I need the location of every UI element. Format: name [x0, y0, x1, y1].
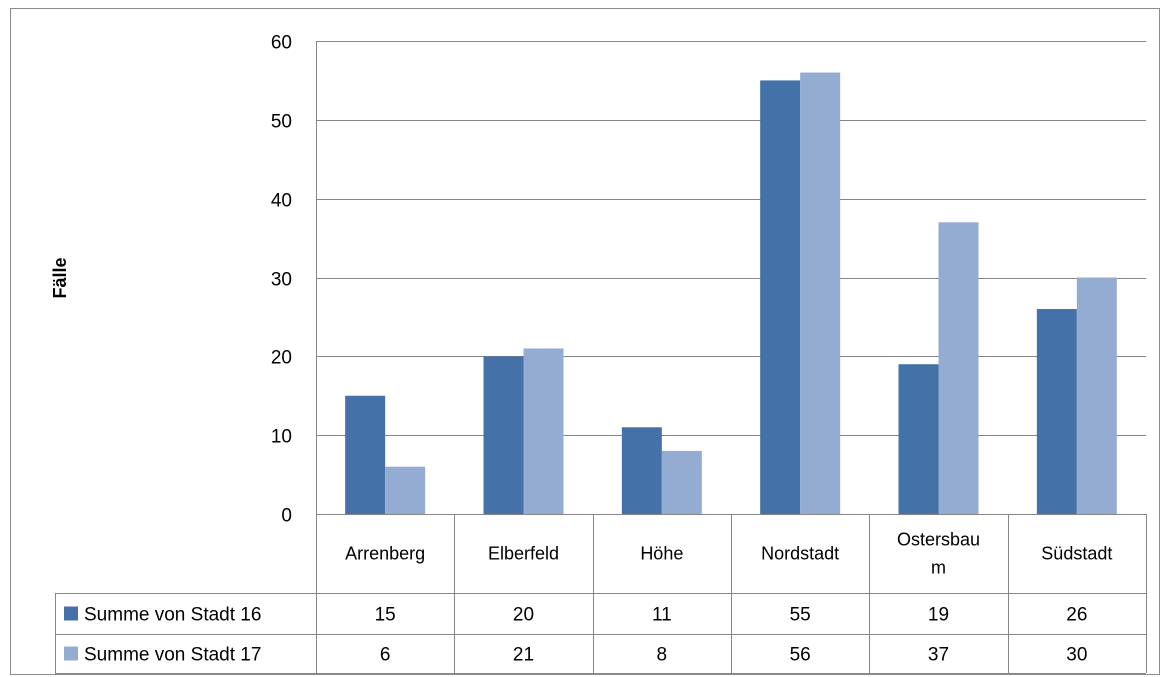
y-tick-label: 10	[271, 427, 292, 448]
y-tick-label: 30	[271, 270, 292, 291]
table-cell-value: 26	[1066, 605, 1087, 626]
bar	[1076, 277, 1117, 514]
bar	[938, 222, 979, 515]
bar	[760, 80, 801, 515]
y-tick-label: 40	[271, 191, 292, 212]
table-cell-value: 8	[657, 645, 668, 666]
bar	[523, 348, 564, 514]
y-axis-label: Fälle	[50, 257, 70, 298]
table-cell-value: 20	[513, 605, 534, 626]
table-cell-value: 15	[375, 605, 396, 626]
category-label: Nordstadt	[761, 544, 839, 564]
table-cell-value: 55	[790, 605, 811, 626]
y-axis: 0 10 20 30 40 50 60	[271, 33, 317, 527]
y-tick-label: 0	[281, 506, 292, 527]
table-cell-value: 19	[928, 605, 949, 626]
legend-label: Summe von Stadt 17	[84, 645, 261, 666]
bar	[621, 427, 662, 514]
bar	[345, 395, 386, 514]
gridlines	[316, 41, 1146, 515]
table-cell-value: 30	[1066, 645, 1087, 666]
bar	[661, 450, 702, 514]
chart-border	[10, 8, 1160, 675]
legend-swatch	[64, 646, 78, 661]
y-tick-label: 60	[271, 33, 292, 54]
category-label: Arrenberg	[345, 544, 425, 564]
table-cell-value: 56	[790, 645, 811, 666]
bar	[385, 466, 426, 514]
y-tick-label: 20	[271, 348, 292, 369]
bar	[800, 72, 841, 515]
table-cell-value: 6	[380, 645, 391, 666]
table-cell-value: 37	[928, 645, 949, 666]
y-tick-label: 50	[271, 112, 292, 133]
data-table: Arrenberg Elberfeld Höhe Nordstadt Ostersbau…	[55, 514, 1147, 674]
category-label: Ostersbau m	[897, 530, 980, 578]
category-label: Südstadt	[1041, 544, 1112, 564]
table-cell-value: 21	[513, 645, 534, 666]
legend-swatch	[64, 606, 78, 621]
category-label: Elberfeld	[488, 544, 559, 564]
legend-label: Summe von Stadt 16	[84, 605, 261, 626]
table-cell-value: 11	[652, 605, 672, 626]
category-label: Höhe	[640, 544, 683, 564]
bars	[345, 72, 1117, 515]
bar	[898, 364, 939, 514]
bar	[483, 356, 524, 514]
bar	[1036, 309, 1077, 514]
